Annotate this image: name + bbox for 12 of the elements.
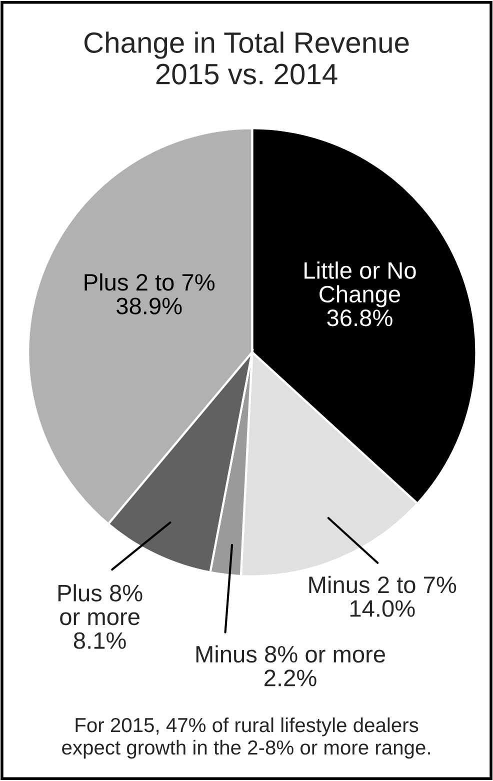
data-label: 38.9%	[116, 298, 182, 314]
data-label: 36.8%	[327, 310, 392, 326]
data-label: 2.2%	[264, 670, 316, 686]
data-label: 8.1%	[74, 632, 126, 649]
text: For 2015, 47% of rural lifestyle dealers expect growth in the 2-8% or more range.	[62, 717, 430, 759]
slice-label: Plus 8% or more	[58, 584, 142, 626]
slice-label: Plus 2 to 7%	[84, 273, 215, 291]
slice-label: Little or No Change	[304, 261, 416, 308]
chart-title: Change in Total Revenue 2015 vs. 2014	[84, 32, 409, 84]
slice-label: Minus 2 to 7%	[309, 576, 456, 594]
data-label: 14.0%	[350, 600, 415, 617]
slice-label: Minus 8% or more	[196, 645, 386, 663]
